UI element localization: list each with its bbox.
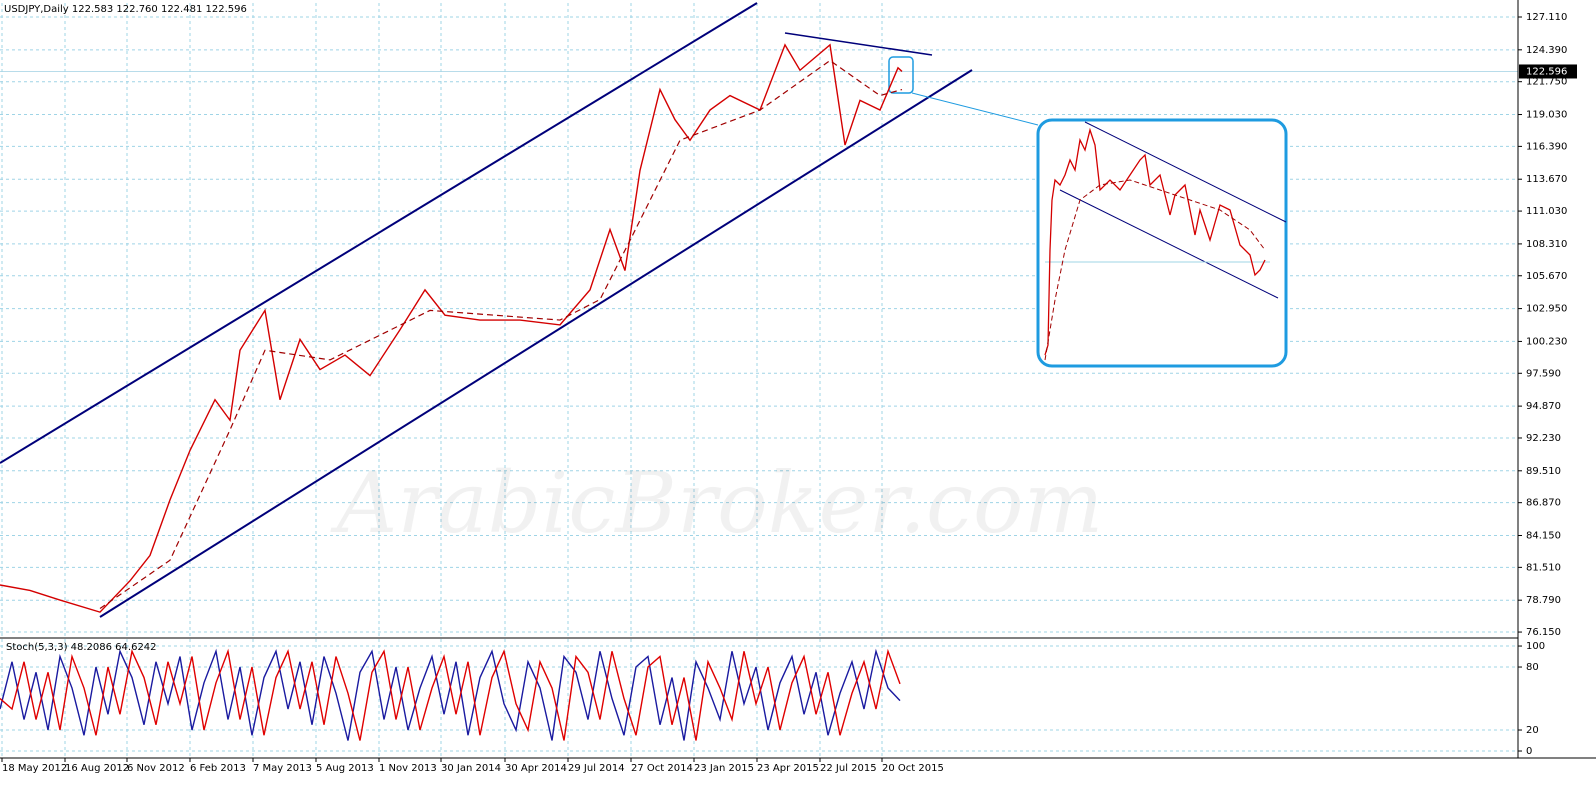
series-line — [99, 59, 903, 610]
y-tick-label: 127.110 — [1526, 12, 1567, 23]
y-tick-label: 116.390 — [1526, 141, 1567, 152]
chart-title: USDJPY,Daily 122.583 122.760 122.481 122… — [4, 4, 247, 15]
series-line — [0, 648, 901, 741]
y-tick-label: 102.950 — [1526, 304, 1567, 315]
x-tick-label: 23 Apr 2015 — [757, 763, 819, 774]
y-tick-label: 105.670 — [1526, 271, 1567, 282]
inset-price — [1044, 127, 1266, 356]
zoom-connector — [911, 92, 1039, 126]
indicator-title: Stoch(5,3,3) 48.2086 64.6242 — [6, 642, 157, 653]
inset-channel-bottom — [1059, 189, 1279, 299]
y-tick-label: 81.510 — [1526, 562, 1561, 573]
zoom-marker — [888, 56, 914, 94]
y-tick-label: 100 — [1526, 641, 1545, 652]
channel-lower — [99, 69, 973, 618]
x-tick-label: 7 May 2013 — [253, 763, 312, 774]
grid-layer — [0, 3, 1518, 757]
trendline — [784, 32, 933, 56]
y-tick-label: 80 — [1526, 662, 1539, 673]
y-tick-label: 94.870 — [1526, 401, 1561, 412]
zoom-inset — [1036, 118, 1288, 368]
data-layer — [0, 43, 903, 741]
x-tick-label: 18 May 2012 — [2, 763, 67, 774]
inset-ma — [1044, 179, 1266, 361]
y-tick-label: 92.230 — [1526, 433, 1561, 444]
y-tick-label: 108.310 — [1526, 239, 1567, 250]
y-tick-label: 89.510 — [1526, 466, 1561, 477]
inset-channel-top — [1084, 121, 1287, 223]
series-line — [0, 43, 903, 613]
y-tick-label: 100.230 — [1526, 336, 1567, 347]
y-tick-label: 86.870 — [1526, 498, 1561, 509]
y-tick-label: 84.150 — [1526, 530, 1561, 541]
channel-upper — [0, 2, 758, 464]
y-tick-label: 20 — [1526, 725, 1539, 736]
y-tick-label: 97.590 — [1526, 368, 1561, 379]
x-tick-label: 6 Feb 2013 — [190, 763, 246, 774]
y-tick-label: 124.390 — [1526, 45, 1567, 56]
y-tick-label: 121.750 — [1526, 77, 1567, 88]
x-tick-label: 27 Oct 2014 — [631, 763, 693, 774]
y-tick-label: 111.030 — [1526, 206, 1567, 217]
x-tick-label: 6 Nov 2012 — [127, 763, 185, 774]
y-tick-label: 78.790 — [1526, 595, 1561, 606]
x-tick-label: 29 Jul 2014 — [568, 763, 625, 774]
current-price-label: 122.596 — [1526, 66, 1567, 77]
y-tick-label: 119.030 — [1526, 110, 1567, 121]
y-tick-label: 0 — [1526, 746, 1532, 757]
current-price-box — [1519, 64, 1577, 79]
x-tick-label: 5 Aug 2013 — [316, 763, 374, 774]
x-tick-label: 1 Nov 2013 — [379, 763, 437, 774]
inset-frame — [1036, 118, 1288, 368]
watermark: ArabicBroker.com — [330, 454, 1104, 552]
y-tick-label: 113.670 — [1526, 174, 1567, 185]
x-tick-label: 30 Apr 2014 — [505, 763, 567, 774]
x-tick-label: 22 Jul 2015 — [820, 763, 877, 774]
x-tick-label: 20 Oct 2015 — [882, 763, 944, 774]
x-tick-label: 16 Aug 2012 — [65, 763, 129, 774]
y-tick-label: 76.150 — [1526, 627, 1561, 638]
x-tick-label: 30 Jan 2014 — [441, 763, 501, 774]
x-tick-label: 23 Jan 2015 — [694, 763, 754, 774]
